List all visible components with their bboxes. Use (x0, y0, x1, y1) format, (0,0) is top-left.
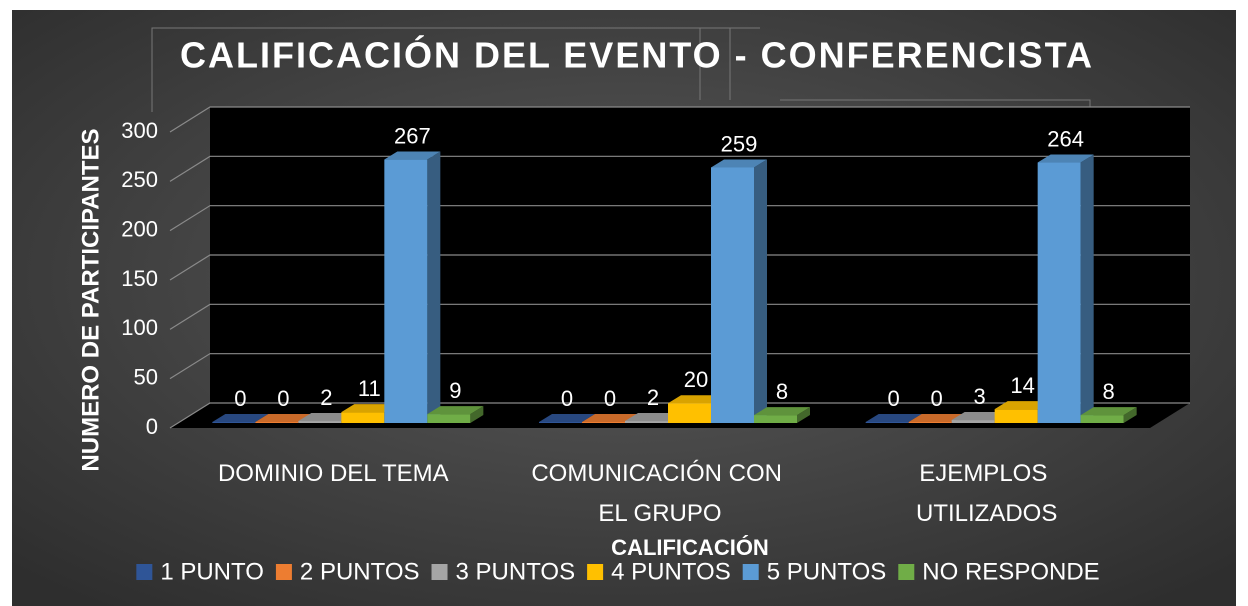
bar-top (212, 414, 269, 422)
legend-label: 2 PUNTOS (300, 558, 420, 585)
bar (212, 422, 256, 423)
bar-top (994, 401, 1051, 410)
title-frame (151, 27, 1091, 112)
grid-line (169, 353, 1190, 380)
data-label: 0 (234, 386, 246, 411)
bar-top (298, 413, 355, 422)
bar-side (427, 151, 441, 423)
grid-line (169, 155, 1190, 182)
legend-swatch (742, 564, 759, 580)
grid-line (169, 106, 1190, 133)
bar-side (470, 406, 484, 423)
y-tick-label: 200 (121, 216, 158, 241)
bar-top (668, 395, 724, 404)
y-tick-label: 150 (121, 266, 158, 291)
bar-top (539, 414, 595, 422)
y-tick-label: 0 (146, 414, 158, 439)
data-label: 8 (1103, 379, 1115, 404)
grid-line (169, 205, 1190, 232)
bar-side (1080, 154, 1094, 423)
bar (711, 167, 754, 423)
bar-side (1123, 407, 1137, 423)
data-label: 0 (604, 386, 616, 411)
bar (341, 412, 385, 423)
legend-swatch (898, 564, 915, 580)
bar (754, 415, 797, 423)
bar (427, 414, 471, 423)
data-label: 0 (277, 386, 289, 411)
data-label: 2 (320, 385, 332, 410)
bar-top (1080, 407, 1137, 416)
bar (298, 421, 342, 423)
x-axis-label: CALIFICACIÓN (611, 535, 769, 560)
legend-label: 3 PUNTOS (456, 558, 576, 585)
bar (668, 403, 711, 423)
data-label: 264 (1047, 126, 1084, 151)
y-tick-label: 250 (121, 167, 158, 192)
grid-line (169, 303, 1190, 330)
bar-top (908, 414, 965, 422)
y-tick-label: 50 (134, 364, 158, 389)
bar (255, 422, 299, 423)
data-label: 14 (1010, 373, 1034, 398)
bar (908, 422, 952, 423)
legend-swatch (587, 564, 604, 580)
grid-line (169, 254, 1190, 281)
data-label: 8 (776, 379, 788, 404)
data-label: 259 (721, 131, 758, 156)
bar-top (951, 412, 1008, 421)
bar (539, 422, 582, 423)
bar (994, 409, 1038, 423)
bar (1037, 162, 1081, 423)
bar-top (711, 159, 767, 168)
data-label: 20 (684, 367, 708, 392)
x-tick-label: DOMINIO DEL TEMA (218, 460, 449, 487)
legend-label: NO RESPONDE (922, 558, 1099, 585)
data-label: 9 (449, 378, 461, 403)
bar-top (865, 414, 922, 422)
data-label: 2 (647, 385, 659, 410)
bar-top (625, 413, 681, 422)
legend-label: 1 PUNTO (160, 558, 264, 585)
bar-top (754, 407, 810, 416)
bar-top (384, 151, 441, 160)
legend-swatch (275, 564, 292, 580)
data-label: 0 (931, 386, 943, 411)
bar-top (427, 406, 484, 415)
y-axis-label: NUMERO DE PARTICIPANTES (77, 128, 104, 471)
bar (384, 159, 428, 423)
bar-top (341, 404, 398, 413)
chart-title: CALIFICACIÓN DEL EVENTO - CONFERENCISTA (180, 34, 1094, 76)
bar-top (255, 414, 312, 422)
data-label: 3 (974, 384, 986, 409)
data-label: 11 (358, 376, 381, 401)
legend-label: 4 PUNTOS (611, 558, 731, 585)
legend-swatch (136, 564, 153, 580)
bar (582, 422, 625, 423)
x-tick-label: EJEMPLOS UTILIZADOS (916, 460, 1057, 527)
data-label: 0 (561, 386, 573, 411)
bar-top (1037, 154, 1094, 163)
bar (625, 421, 668, 423)
bar-side (797, 407, 810, 423)
x-tick-label: COMUNICACIÓN CON EL GRUPO (531, 460, 788, 527)
bar-side (754, 159, 767, 423)
y-tick-label: 300 (121, 118, 158, 143)
data-label: 267 (394, 123, 431, 148)
legend-swatch (431, 564, 448, 580)
data-label: 0 (888, 386, 900, 411)
bar (865, 422, 909, 423)
bar-top (582, 414, 638, 422)
bar (951, 420, 995, 423)
grid-line (169, 402, 1190, 429)
legend-label: 5 PUNTOS (767, 558, 887, 585)
y-tick-label: 100 (121, 315, 158, 340)
bar (1080, 415, 1124, 423)
